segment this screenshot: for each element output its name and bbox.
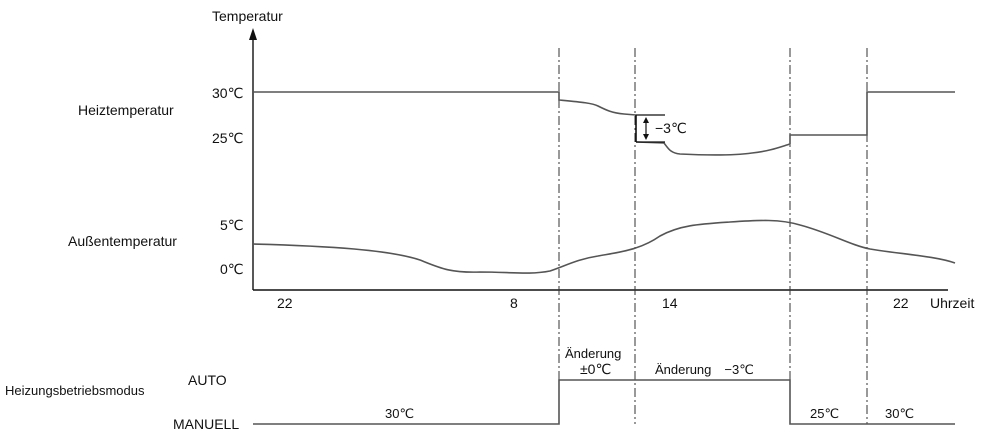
x-tick-labels: 22 8 14 22 — [277, 295, 909, 311]
outdoor-temperature-label: Außentemperatur — [68, 233, 177, 249]
heat-tick-30: 30℃ — [212, 85, 243, 101]
mode-line — [253, 379, 955, 425]
y-axis-arrow — [249, 28, 257, 40]
bracket-arrow-up — [643, 117, 649, 123]
axes — [249, 28, 948, 291]
heat-temperature-curve — [635, 91, 955, 156]
change-zero-line2: ±0℃ — [580, 361, 611, 377]
bracket-arrow-down — [643, 134, 649, 140]
x-tick-label: 22 — [277, 295, 293, 311]
auto-label: AUTO — [188, 372, 227, 388]
change-zero-line1: Änderung — [565, 346, 621, 361]
y-axis-label: Temperatur — [212, 8, 283, 24]
outdoor-tick-0: 0℃ — [220, 261, 244, 277]
manual-25: 25℃ — [810, 406, 839, 421]
x-tick-label: 22 — [893, 295, 909, 311]
manual-label: MANUELL — [173, 416, 239, 432]
outdoor-tick-5: 5℃ — [220, 217, 244, 233]
x-tick-label: 14 — [662, 295, 678, 311]
time-markers — [558, 48, 868, 424]
mode-label: Heizungsbetriebsmodus — [5, 383, 145, 398]
heat-tick-25: 25℃ — [212, 130, 243, 146]
change-bracket — [635, 114, 665, 143]
heat-temperature-curve — [253, 91, 637, 116]
manual-30-right: 30℃ — [885, 406, 914, 421]
outdoor-temperature-curve — [252, 219, 956, 274]
change-minus-3: Änderung −3℃ — [655, 362, 754, 377]
heat-temperature-label: Heiztemperatur — [78, 102, 174, 118]
manual-30-left: 30℃ — [385, 406, 414, 421]
change-annotation: −3℃ — [655, 120, 687, 136]
x-tick-label: 8 — [510, 295, 518, 311]
x-axis-label: Uhrzeit — [930, 295, 974, 311]
